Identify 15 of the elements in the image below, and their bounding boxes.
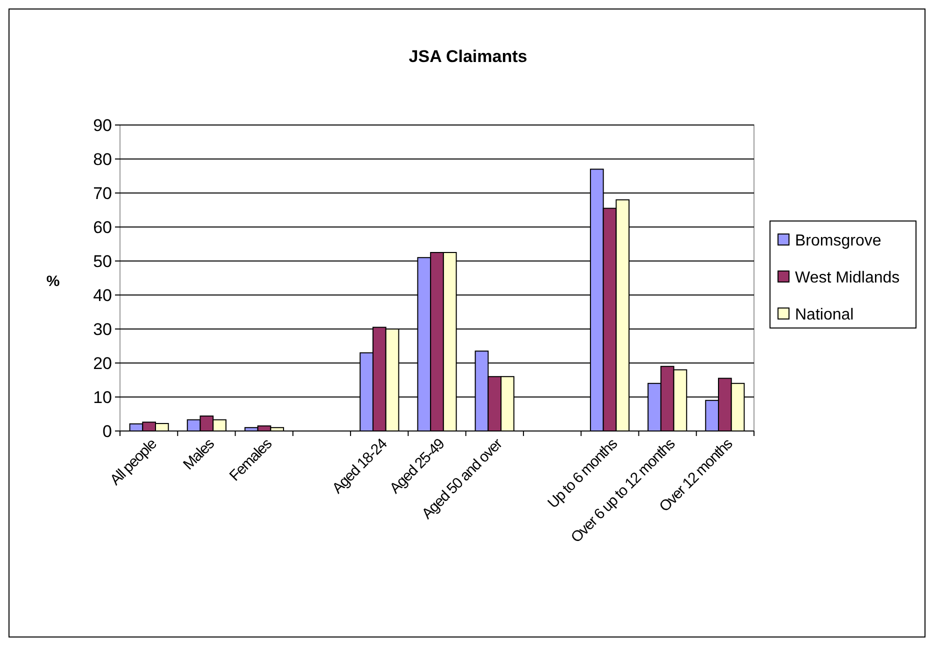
legend-label: West Midlands [795, 270, 900, 287]
legend-label: Bromsgrove [795, 232, 882, 250]
y-tick-label: 60 [93, 218, 112, 237]
legend-label: National [795, 306, 854, 324]
y-tick-label: 0 [102, 422, 112, 441]
y-tick-label: 70 [93, 184, 112, 203]
y-tick-label: 30 [93, 320, 112, 339]
y-axis-title: % [46, 273, 60, 290]
y-tick-label: 40 [93, 286, 112, 305]
y-tick-label: 10 [93, 388, 112, 407]
y-tick-label: 80 [93, 150, 112, 169]
y-tick-label: 50 [93, 252, 112, 271]
y-tick-label: 90 [93, 116, 112, 135]
chart-title: JSA Claimants [408, 47, 528, 66]
y-tick-label: 20 [93, 354, 112, 373]
